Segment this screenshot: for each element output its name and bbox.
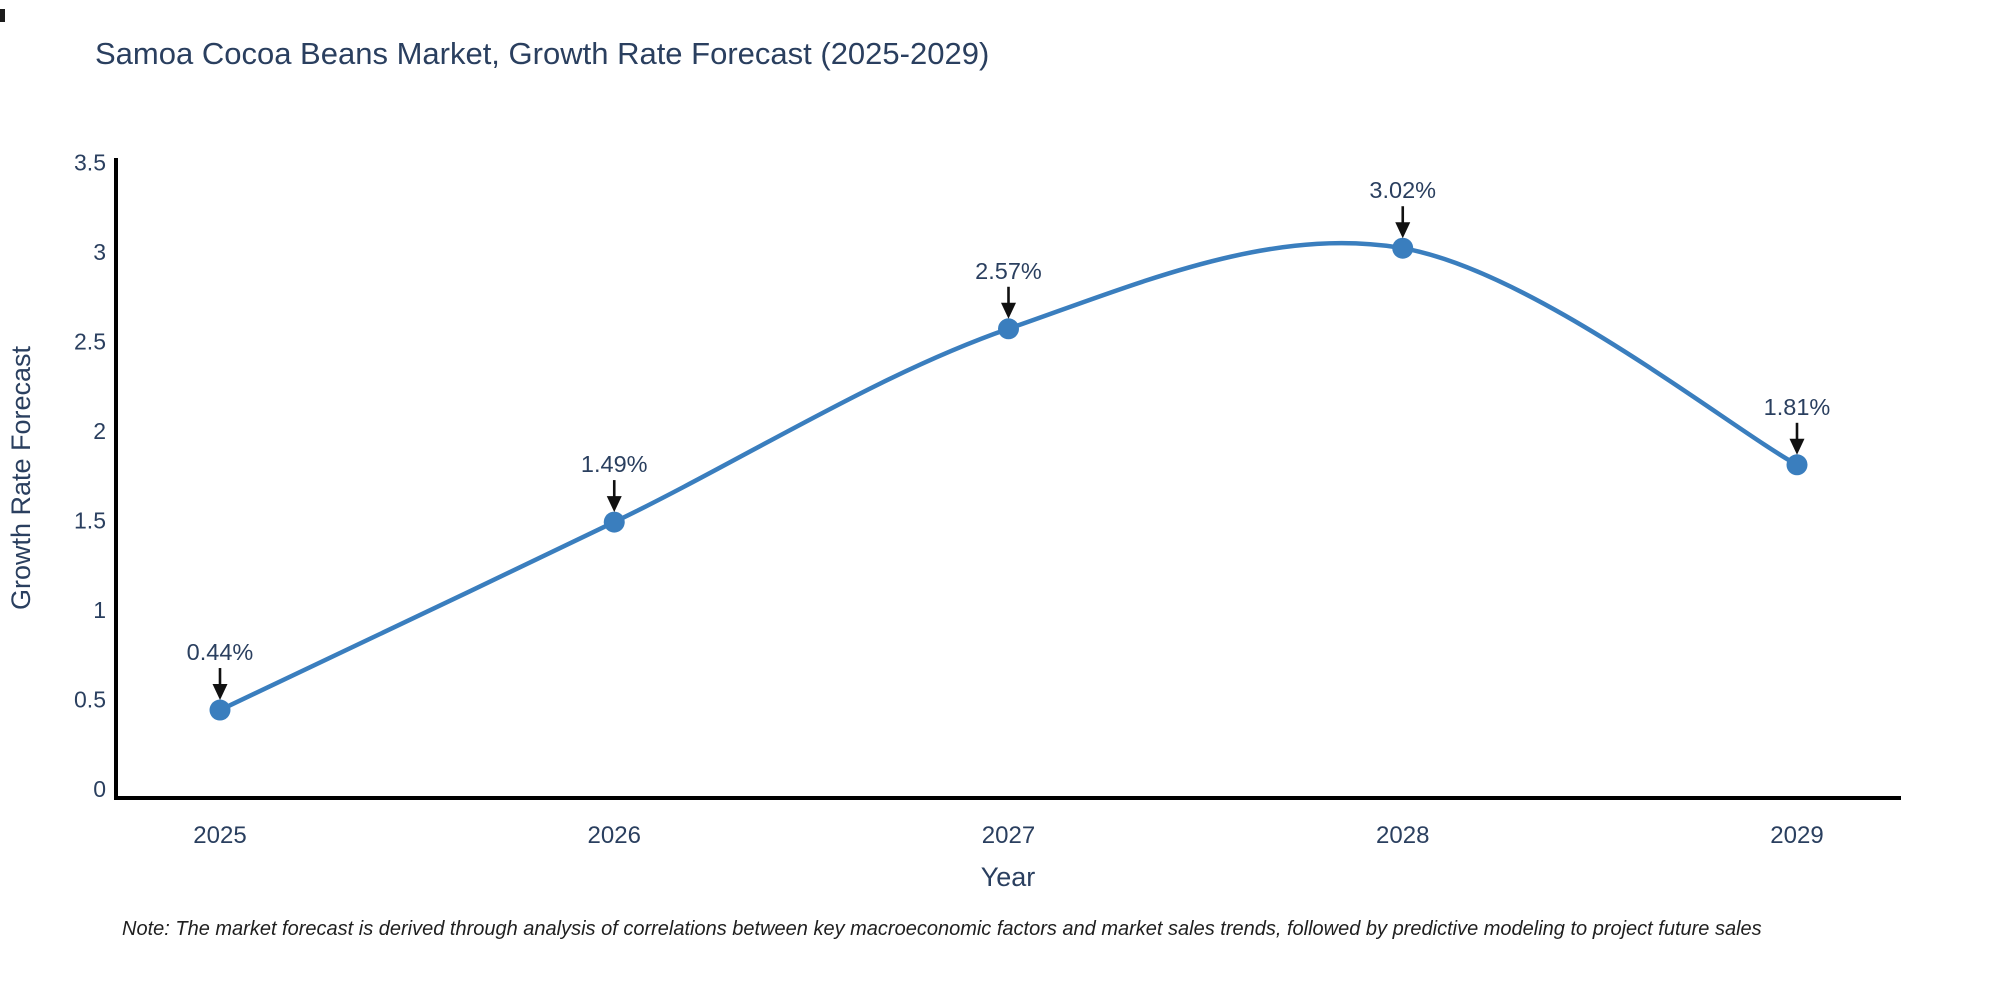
footnote: Note: The market forecast is derived thr… — [122, 918, 1762, 940]
x-tick-label: 2026 — [588, 822, 641, 849]
data-point-2028[interactable] — [1392, 237, 1414, 259]
corner-artifact — [0, 9, 5, 22]
data-point-2025[interactable] — [209, 699, 231, 721]
data-point-2027[interactable] — [998, 318, 1019, 340]
chart-title: Samoa Cocoa Beans Market, Growth Rate Fo… — [95, 36, 990, 71]
data-points[interactable] — [209, 237, 1808, 721]
point-annotations: 0.44% 1.49% 2.57% 3.02% 1.81% — [187, 177, 1831, 701]
y-tick-label: 2.5 — [74, 328, 106, 354]
annotation-arrow-head — [1001, 302, 1016, 319]
y-axis-title: Growth Rate Forecast — [6, 345, 36, 610]
x-tick-label: 2028 — [1376, 822, 1429, 849]
point-value-label: 1.49% — [581, 451, 648, 477]
annotation-arrow-head — [212, 684, 228, 701]
x-tick-label: 2027 — [982, 822, 1035, 849]
y-tick-label: 1.5 — [74, 507, 106, 533]
point-value-label: 3.02% — [1369, 177, 1436, 203]
y-tick-labels: 0 0.5 1 1.5 2 2.5 3 3.5 — [74, 149, 106, 802]
x-axis-title: Year — [981, 862, 1036, 892]
y-tick-label: 0.5 — [74, 686, 106, 712]
y-tick-label: 2 — [93, 418, 106, 444]
data-point-2026[interactable] — [603, 511, 625, 533]
y-tick-label: 3 — [93, 239, 106, 265]
y-tick-label: 1 — [93, 597, 106, 623]
x-tick-label: 2029 — [1770, 822, 1823, 849]
point-value-label: 1.81% — [1764, 394, 1831, 420]
annotation-arrow-head — [1395, 222, 1411, 239]
x-tick-label: 2025 — [193, 822, 246, 849]
x-tick-labels: 2025 2026 2027 2028 2029 — [193, 822, 1823, 849]
point-value-label: 0.44% — [187, 639, 254, 665]
y-tick-label: 3.5 — [74, 149, 106, 175]
y-tick-label: 0 — [93, 776, 106, 802]
annotation-arrow-head — [1789, 438, 1805, 455]
annotation-arrow-head — [606, 496, 622, 513]
data-point-2029[interactable] — [1786, 454, 1808, 476]
point-value-label: 2.57% — [975, 258, 1042, 284]
